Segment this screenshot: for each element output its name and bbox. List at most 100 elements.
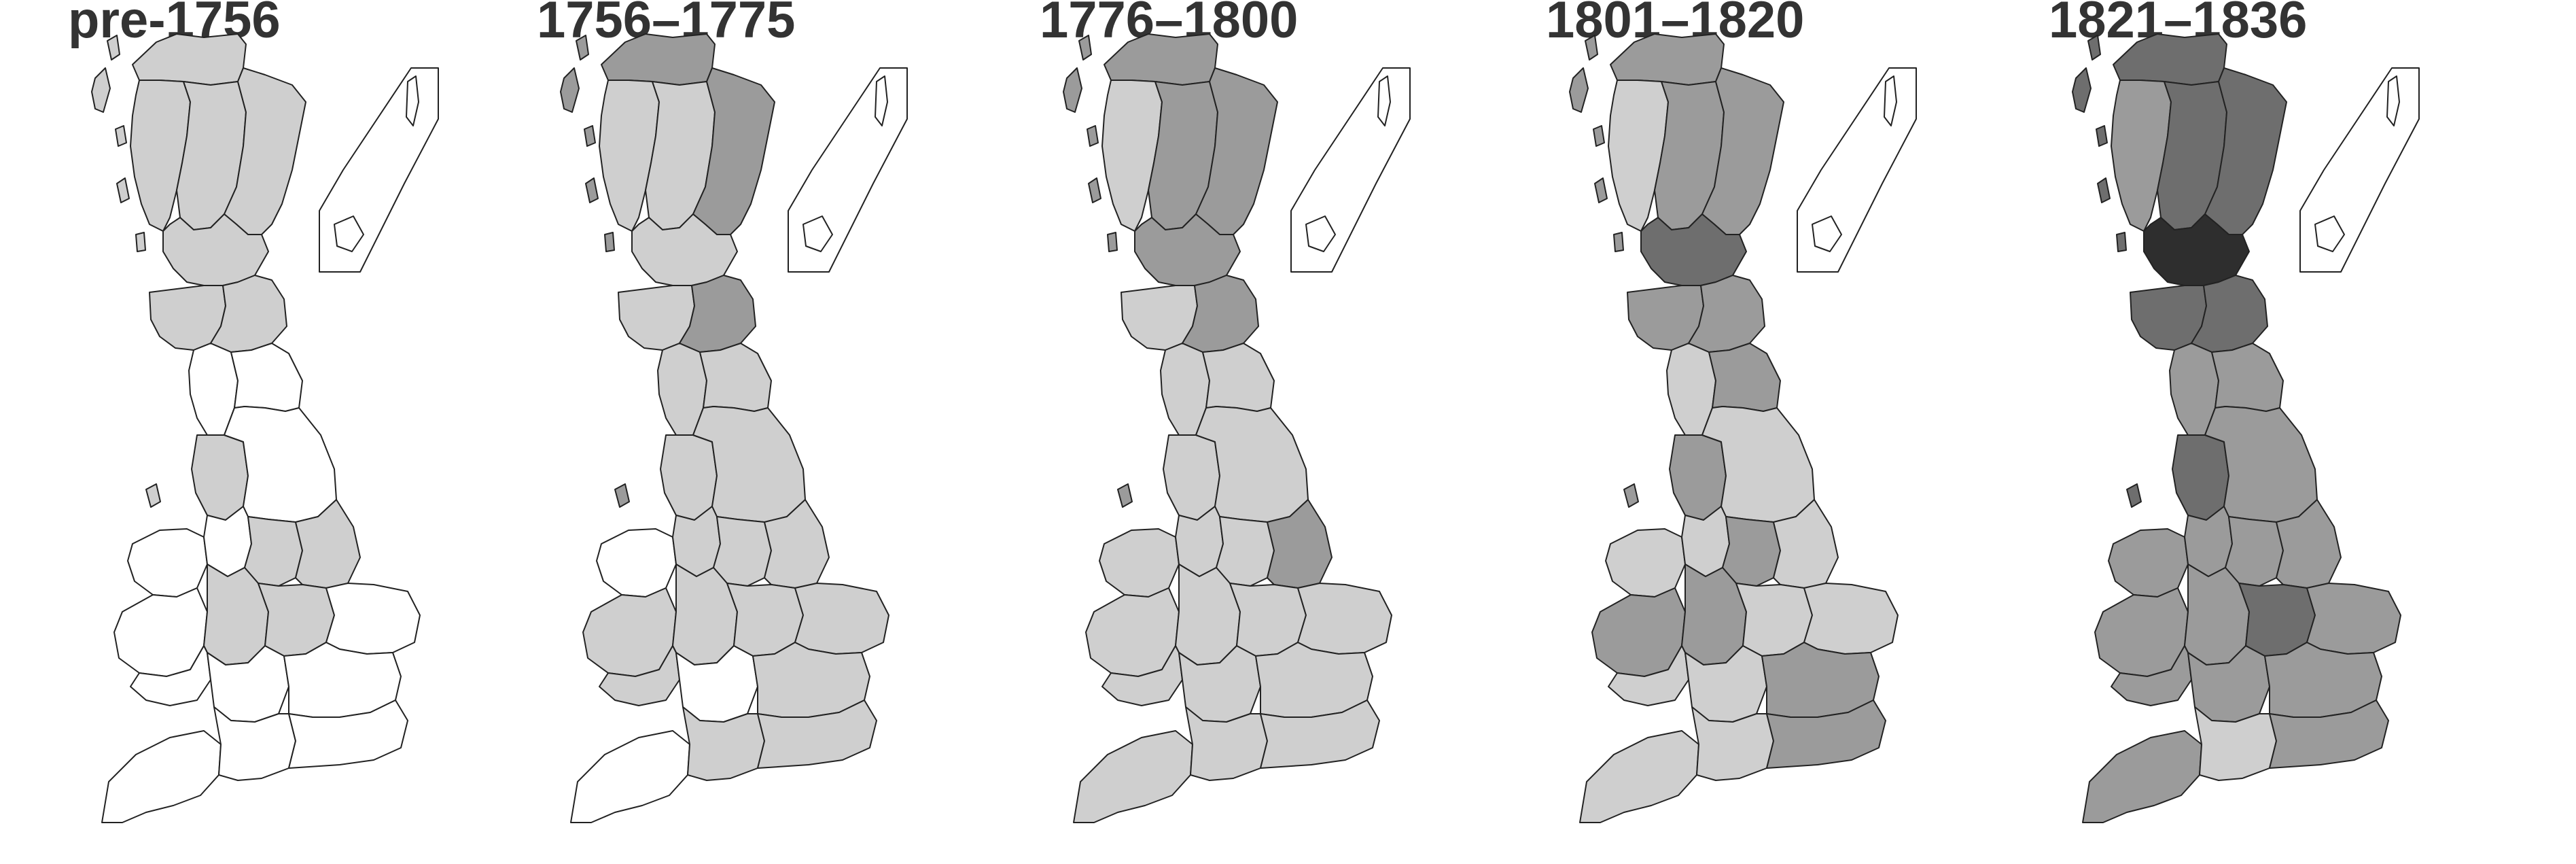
map-region	[570, 730, 690, 823]
island-shape	[1117, 483, 1133, 508]
orkney-islands	[802, 215, 833, 252]
map-region	[1684, 645, 1767, 723]
map-region	[1605, 528, 1686, 598]
map-region	[244, 516, 303, 587]
map-region	[1297, 583, 1392, 655]
map-region	[631, 213, 738, 286]
map-region	[713, 516, 772, 587]
map-region	[1722, 516, 1781, 587]
map-region	[2108, 528, 2189, 598]
island-shape	[1063, 67, 1082, 113]
shetland-inset-frame	[319, 67, 439, 273]
island-shape	[2126, 483, 2142, 508]
map-region	[101, 730, 222, 823]
island-shape	[560, 67, 580, 113]
island-shape	[576, 35, 589, 61]
map-panel: 1776–1800	[1040, 0, 1542, 864]
map-region	[692, 67, 775, 235]
orkney-islands	[1305, 215, 1336, 252]
shetland-islands	[1377, 75, 1391, 126]
shetland-inset-frame	[788, 67, 908, 273]
map-region	[2225, 516, 2284, 587]
island-shape	[116, 177, 130, 203]
island-shape	[145, 483, 161, 508]
island-shape	[585, 177, 599, 203]
map-region	[1766, 699, 1886, 769]
island-shape	[107, 35, 120, 61]
map-region	[1669, 434, 1727, 521]
island-shape	[614, 483, 630, 508]
island-shape	[2087, 35, 2101, 61]
island-shape	[1078, 35, 1092, 61]
map-region	[1708, 343, 1781, 412]
map-panel: 1801–1820	[1546, 0, 2049, 864]
map-region	[1163, 434, 1220, 521]
island-shape	[1585, 35, 1598, 61]
shetland-islands	[406, 75, 419, 126]
map-region	[2269, 699, 2389, 769]
island-shape	[604, 232, 615, 252]
island-shape	[91, 67, 111, 113]
map-region	[1099, 528, 1180, 598]
shetland-islands	[2386, 75, 2400, 126]
shetland-islands	[1884, 75, 1897, 126]
map-region	[2204, 67, 2287, 235]
map-region	[2187, 645, 2270, 723]
island-shape	[584, 125, 596, 147]
choropleth-map	[91, 33, 439, 823]
map-region	[2306, 583, 2401, 655]
choropleth-map	[2072, 33, 2420, 823]
map-region	[1073, 730, 1193, 823]
map-region	[1134, 213, 1241, 286]
shetland-inset-frame	[2299, 67, 2420, 273]
map-region	[2211, 343, 2284, 412]
island-shape	[1613, 232, 1624, 252]
map-region	[1610, 33, 1725, 86]
map-region	[675, 645, 758, 723]
map-region	[224, 67, 306, 235]
choropleth-map	[1569, 33, 1917, 823]
shetland-inset-frame	[1797, 67, 1917, 273]
map-region	[2143, 213, 2250, 286]
shetland-islands	[875, 75, 888, 126]
map-region	[288, 699, 408, 769]
island-shape	[1107, 232, 1118, 252]
orkney-islands	[2314, 215, 2345, 252]
map-region	[1579, 730, 1699, 823]
map-region	[660, 434, 718, 521]
island-shape	[2097, 177, 2111, 203]
map-region	[794, 583, 889, 655]
map-region	[230, 343, 303, 412]
island-shape	[1087, 125, 1099, 147]
map-region	[601, 33, 716, 86]
island-shape	[2072, 67, 2092, 113]
map-region	[1803, 583, 1899, 655]
map-region	[1260, 699, 1380, 769]
shetland-inset-frame	[1290, 67, 1411, 273]
map-region	[207, 645, 289, 723]
map-region	[596, 528, 677, 598]
map-region	[1701, 67, 1784, 235]
map-panel: 1756–1775	[537, 0, 1040, 864]
island-shape	[1593, 125, 1605, 147]
map-region	[127, 528, 208, 598]
island-shape	[1594, 177, 1608, 203]
map-panel: pre-1756	[68, 0, 571, 864]
island-shape	[1569, 67, 1589, 113]
island-shape	[1623, 483, 1639, 508]
map-region	[1202, 343, 1275, 412]
map-region	[162, 213, 269, 286]
map-region	[1216, 516, 1275, 587]
map-region	[191, 434, 249, 521]
map-region	[1104, 33, 1218, 86]
map-panel: 1821–1836	[2049, 0, 2552, 864]
choropleth-map	[1063, 33, 1411, 823]
island-shape	[2116, 232, 2127, 252]
map-region	[1195, 67, 1278, 235]
orkney-islands	[334, 215, 364, 252]
map-region	[2113, 33, 2227, 86]
map-region	[757, 699, 877, 769]
map-region	[325, 583, 421, 655]
island-shape	[115, 125, 127, 147]
map-region	[699, 343, 772, 412]
